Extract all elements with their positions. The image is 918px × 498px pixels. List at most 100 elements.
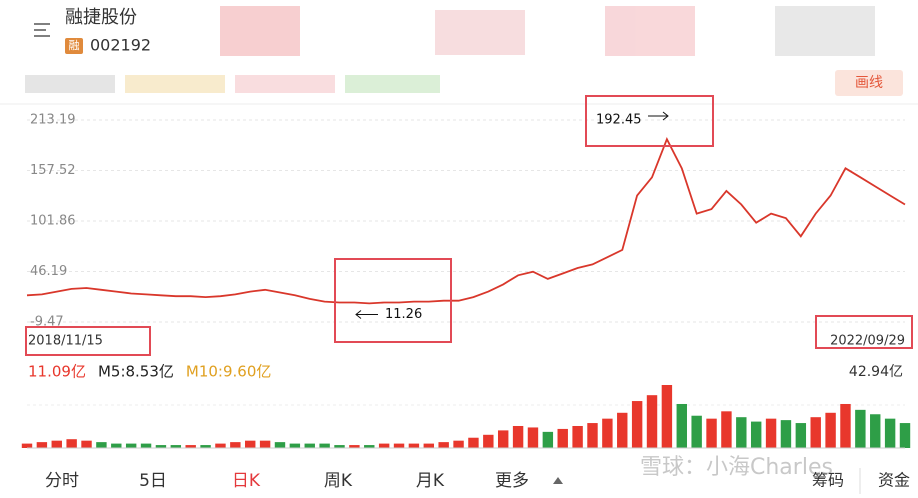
volume-bar	[646, 395, 658, 448]
volume-bar	[810, 417, 821, 448]
volume-bar	[349, 445, 360, 448]
volume-bar	[706, 418, 717, 448]
date-label: 2022/09/29	[830, 334, 905, 349]
y-tick-label: 213.19	[30, 113, 76, 128]
volume-bar	[96, 442, 107, 448]
highlight-box	[815, 315, 913, 349]
volume-bar	[765, 418, 777, 448]
volume-bar	[453, 440, 464, 448]
volume-bar	[795, 423, 807, 448]
price-line	[26, 137, 906, 305]
blurred-header	[25, 6, 875, 93]
volume-legend: M5:8.53亿	[98, 363, 174, 381]
volume-bar	[512, 425, 524, 448]
draw-line-button[interactable]	[835, 70, 903, 96]
y-tick-label: 46.19	[30, 264, 67, 279]
volume-bar	[111, 443, 122, 448]
arrow-head	[662, 111, 669, 121]
tab[interactable]: 月K	[416, 471, 445, 491]
watermark: 雪球：小海Charles	[640, 455, 833, 480]
volume-bar	[617, 412, 628, 448]
volume-bar	[140, 443, 152, 448]
menu-icon[interactable]	[34, 23, 50, 37]
stock-name: 融捷股份	[65, 7, 137, 28]
volume-bar	[364, 445, 375, 448]
arrow-head	[355, 310, 362, 319]
y-tick-label: 157.52	[30, 163, 76, 178]
volume-bar	[602, 418, 613, 448]
stock-code: 002192	[90, 36, 151, 55]
volume-bar	[483, 434, 494, 448]
volume-bar	[334, 445, 345, 448]
tab[interactable]: 分时	[45, 471, 79, 491]
y-tick-label: -9.47	[30, 315, 64, 330]
volume-bar	[780, 420, 792, 448]
volume-bar	[676, 403, 687, 448]
volume-bar	[527, 427, 539, 448]
tab[interactable]: 日K	[232, 471, 261, 491]
volume-bar	[721, 411, 732, 448]
volume-legend: 11.09亿	[28, 363, 86, 381]
volume-bar	[468, 437, 479, 448]
volume-bar	[557, 428, 568, 448]
volume-bar	[631, 401, 643, 448]
date-label: 2018/11/15	[28, 334, 103, 349]
volume-bar	[870, 414, 881, 448]
volume-bar	[750, 421, 762, 448]
volume-bar	[393, 443, 405, 448]
volume-bar	[200, 445, 211, 448]
more-icon	[553, 477, 563, 484]
highlight-box	[585, 95, 714, 147]
badge-bg	[65, 38, 83, 54]
volume-bar	[899, 423, 911, 448]
volume-bar	[542, 431, 554, 448]
y-tick-label: 101.86	[30, 214, 76, 229]
volume-bar	[66, 439, 77, 448]
volume-legend: M10:9.60亿	[186, 363, 271, 381]
tab[interactable]: 5日	[139, 471, 167, 491]
volume-bar	[230, 442, 241, 448]
volume-bar	[825, 412, 836, 448]
badge: 融	[69, 39, 80, 52]
volume-bar	[408, 443, 420, 448]
volume-bar	[185, 445, 196, 448]
volume-bar	[289, 443, 301, 448]
volume-bar	[245, 440, 256, 448]
tab[interactable]: 周K	[324, 471, 353, 491]
side-tab[interactable]: 筹码	[812, 471, 844, 490]
volume-bar	[155, 445, 167, 448]
volume-bar	[170, 445, 182, 448]
tab[interactable]: 更多	[495, 471, 529, 491]
volume-bar	[378, 443, 390, 448]
volume-bar	[36, 442, 48, 448]
highlight-box	[334, 258, 452, 343]
volume-bar	[736, 417, 747, 448]
volume-bar	[125, 443, 137, 448]
draw-line-label[interactable]: 画线	[855, 75, 883, 91]
volume-bar	[691, 415, 702, 448]
volume-bar	[215, 443, 226, 448]
volume-bar	[51, 440, 62, 448]
volume-bar	[21, 443, 33, 448]
volume-bar	[274, 442, 286, 448]
volume-bar	[661, 385, 673, 448]
volume-bar	[438, 442, 449, 448]
volume-bar	[884, 418, 896, 448]
highlight-box	[25, 326, 151, 356]
volume-bar	[587, 423, 598, 448]
volume-bar	[497, 430, 509, 448]
volume-bar	[81, 440, 92, 448]
volume-bar	[572, 425, 583, 448]
volume-bar	[304, 443, 315, 448]
side-tab[interactable]: 资金	[878, 471, 910, 490]
volume-max: 42.94亿	[849, 364, 903, 380]
volume-bar	[319, 443, 330, 448]
volume-bar	[423, 443, 435, 448]
annotation: 192.45	[596, 113, 642, 128]
annotation: 11.26	[385, 307, 422, 322]
volume-bar	[840, 403, 851, 448]
volume-bar	[855, 409, 866, 448]
volume-bar	[259, 440, 271, 448]
